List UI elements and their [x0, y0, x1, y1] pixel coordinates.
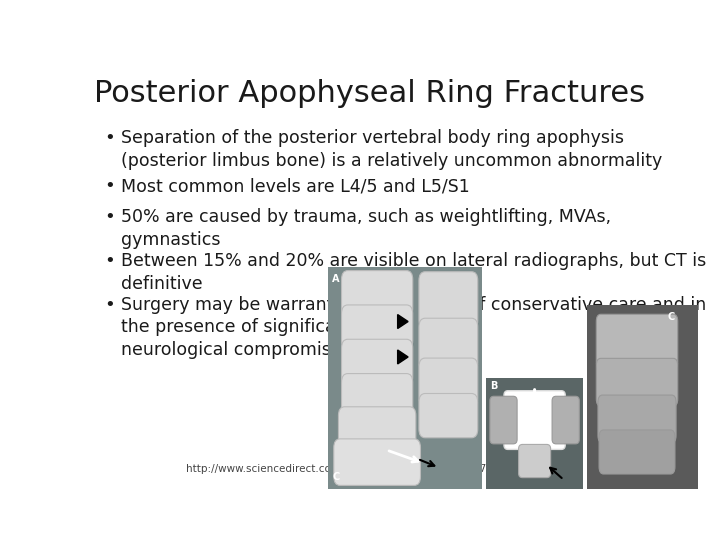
- FancyBboxPatch shape: [419, 272, 478, 329]
- FancyBboxPatch shape: [334, 439, 420, 485]
- Text: Surgery may be warranted after failure of conservative care and in
the presence : Surgery may be warranted after failure o…: [121, 295, 706, 359]
- Text: •: •: [104, 252, 114, 270]
- FancyBboxPatch shape: [599, 430, 675, 474]
- FancyBboxPatch shape: [419, 394, 478, 438]
- FancyBboxPatch shape: [504, 391, 565, 449]
- Text: C: C: [332, 472, 340, 482]
- Text: Separation of the posterior vertebral body ring apophysis
(posterior limbus bone: Separation of the posterior vertebral bo…: [121, 129, 662, 170]
- Text: 50% are caused by trauma, such as weightlifting, MVAs,
gymnastics: 50% are caused by trauma, such as weight…: [121, 208, 611, 249]
- FancyBboxPatch shape: [598, 395, 676, 443]
- FancyBboxPatch shape: [490, 396, 517, 444]
- FancyBboxPatch shape: [596, 314, 678, 369]
- FancyBboxPatch shape: [486, 378, 583, 489]
- FancyBboxPatch shape: [338, 407, 416, 451]
- Text: http://www.sciencedirect.com/science/article/pii/S089997071200037x: http://www.sciencedirect.com/science/art…: [186, 464, 552, 474]
- FancyBboxPatch shape: [552, 396, 580, 444]
- Text: Posterior Apophyseal Ring Fractures: Posterior Apophyseal Ring Fractures: [94, 79, 644, 109]
- FancyBboxPatch shape: [341, 374, 413, 418]
- FancyBboxPatch shape: [419, 358, 478, 407]
- Text: •: •: [104, 295, 114, 314]
- Polygon shape: [397, 350, 408, 364]
- FancyBboxPatch shape: [341, 271, 413, 317]
- Text: Between 15% and 20% are visible on lateral radiographs, but CT is
definitive: Between 15% and 20% are visible on later…: [121, 252, 706, 293]
- Polygon shape: [397, 315, 408, 328]
- FancyBboxPatch shape: [341, 305, 413, 349]
- FancyBboxPatch shape: [587, 305, 698, 489]
- Text: B: B: [490, 381, 498, 391]
- FancyBboxPatch shape: [341, 339, 413, 386]
- Text: C: C: [667, 313, 675, 322]
- Text: Most common levels are L4/5 and L5/S1: Most common levels are L4/5 and L5/S1: [121, 177, 469, 195]
- Text: A: A: [332, 274, 340, 284]
- FancyBboxPatch shape: [328, 267, 482, 489]
- Text: •: •: [104, 177, 114, 195]
- Text: •: •: [104, 208, 114, 226]
- FancyBboxPatch shape: [518, 444, 551, 477]
- FancyBboxPatch shape: [419, 318, 478, 372]
- FancyBboxPatch shape: [596, 359, 678, 406]
- Text: •: •: [104, 129, 114, 147]
